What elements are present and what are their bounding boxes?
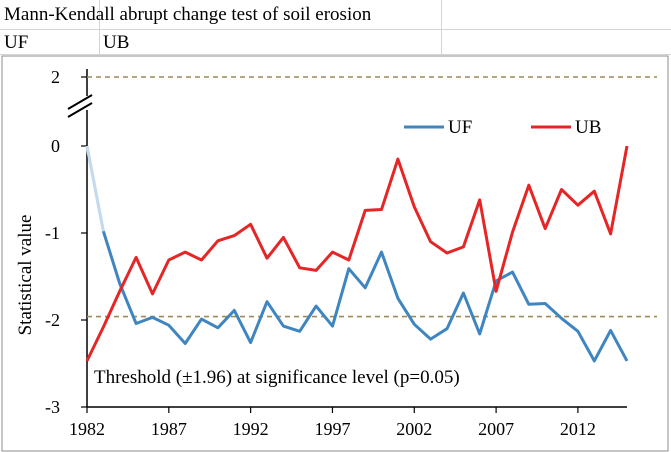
column-divider <box>441 0 442 30</box>
axis-break-mark <box>67 102 93 118</box>
x-tick-label: 1987 <box>151 419 187 439</box>
y-tick-label: -2 <box>45 310 60 330</box>
cell-ub-label: UB <box>103 32 130 53</box>
legend-label-ub: UB <box>575 117 601 138</box>
title-row <box>0 0 671 30</box>
legend-label-uf: UF <box>448 117 472 138</box>
x-tick-label: 2012 <box>560 419 596 439</box>
x-tick-label: 2002 <box>396 419 432 439</box>
threshold-annotation: Threshold (±1.96) at significance level … <box>94 367 460 388</box>
label-row <box>0 30 671 55</box>
column-divider <box>441 30 442 55</box>
column-divider <box>99 0 100 55</box>
y-tick-label: -3 <box>45 397 60 417</box>
y-tick-label: -1 <box>45 223 60 243</box>
axis-break-mark <box>67 94 93 110</box>
x-tick-label: 1997 <box>314 419 350 439</box>
series-line-ub <box>85 145 629 362</box>
chart-border <box>1 55 669 452</box>
cell-uf-label: UF <box>4 32 29 53</box>
series-line-uf <box>85 145 629 363</box>
y-axis-title: Statistical value <box>15 215 36 336</box>
x-tick-label: 1992 <box>233 419 269 439</box>
y-tick-label: 2 <box>51 67 60 87</box>
sheet-title: Mann-Kendall abrupt change test of soil … <box>4 4 372 25</box>
x-tick-label: 2007 <box>478 419 514 439</box>
series-fade-uf <box>85 145 105 232</box>
y-tick-label: 0 <box>51 136 60 156</box>
x-tick-label: 1982 <box>69 419 105 439</box>
